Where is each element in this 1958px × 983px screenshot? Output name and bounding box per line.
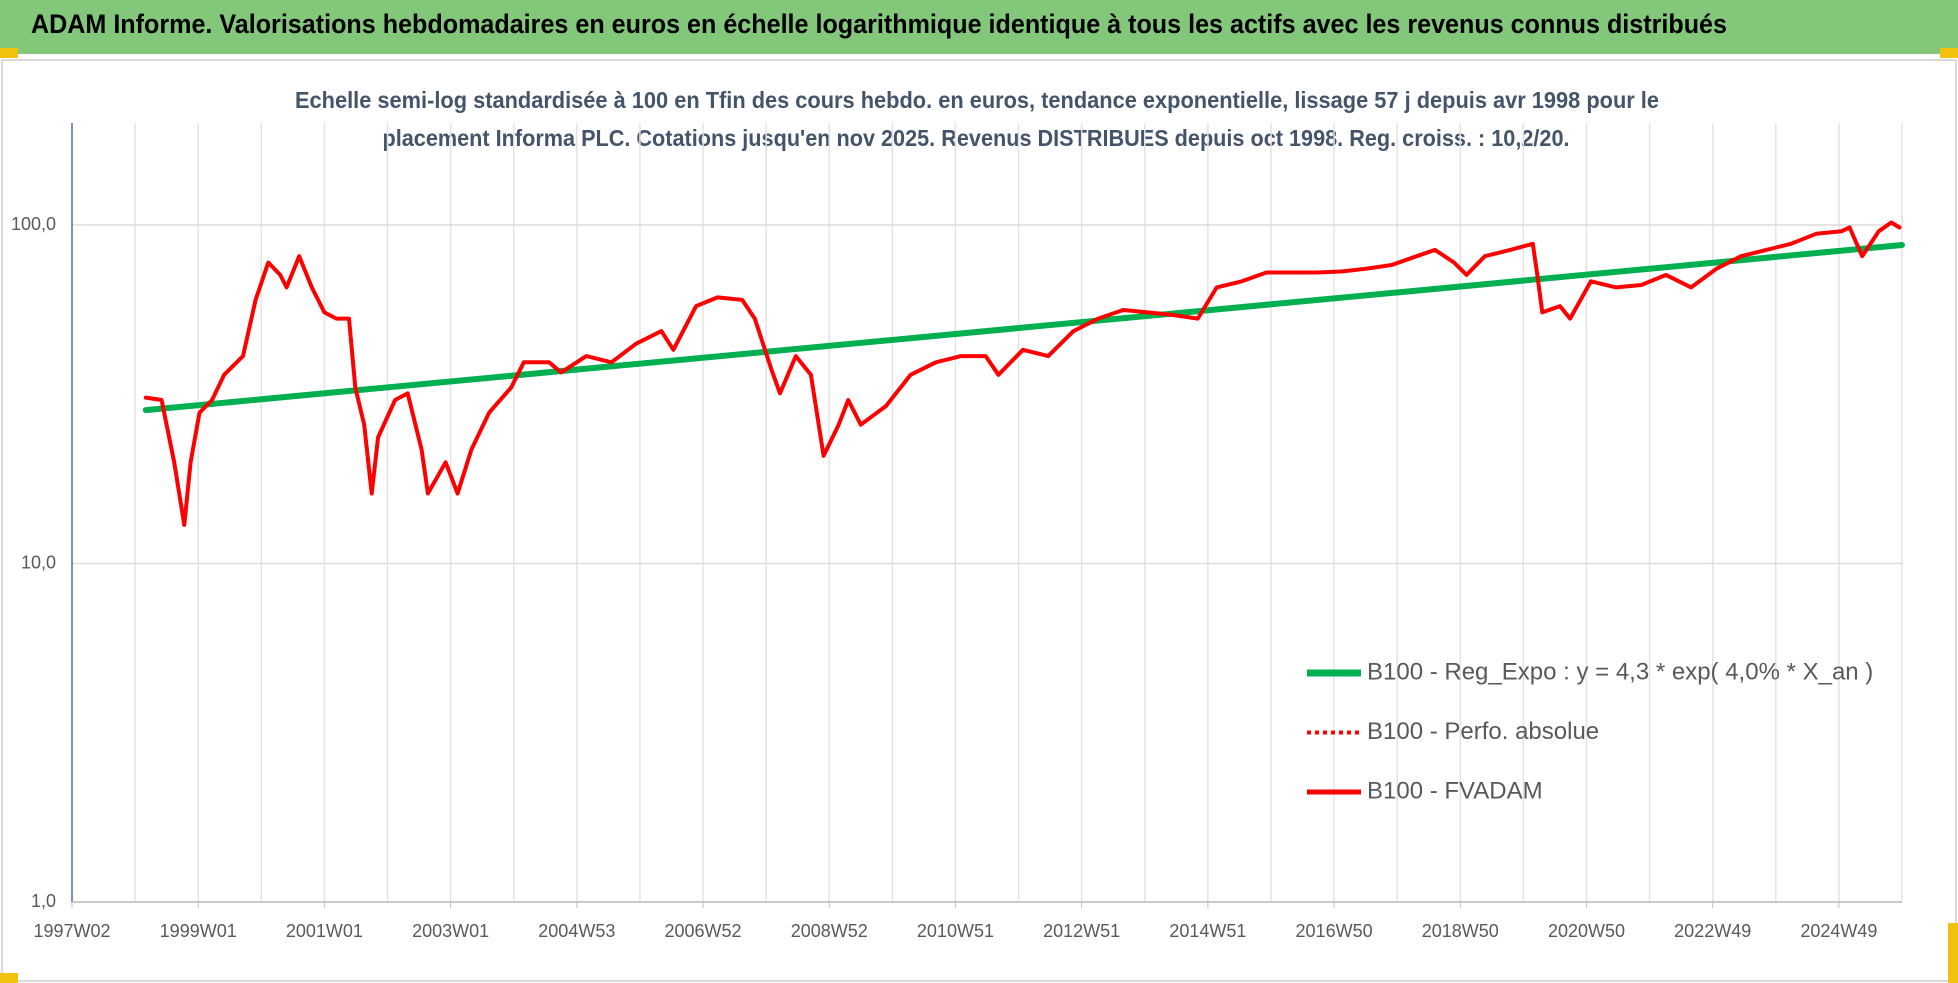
- x-tick-label: 2018W50: [1422, 921, 1499, 941]
- x-tick-label: 2001W01: [286, 921, 363, 941]
- y-tick-label: 10,0: [21, 552, 56, 572]
- x-tick-label: 1999W01: [160, 921, 237, 941]
- corner-marker: [1948, 923, 1958, 983]
- corner-marker: [0, 48, 18, 58]
- x-tick-label: 2024W49: [1800, 921, 1877, 941]
- x-tick-label: 2010W51: [917, 921, 994, 941]
- x-tick-label: 1997W02: [33, 921, 110, 941]
- legend-label: B100 - FVADAM: [1367, 777, 1543, 804]
- x-tick-label: 2020W50: [1548, 921, 1625, 941]
- x-tick-label: 2022W49: [1674, 921, 1751, 941]
- y-tick-label: 100,0: [11, 214, 56, 234]
- x-tick-label: 2006W52: [665, 921, 742, 941]
- corner-marker: [1940, 48, 1958, 58]
- series-line: [143, 220, 1902, 527]
- x-tick-label: 2004W53: [538, 921, 615, 941]
- y-tick-label: 1,0: [31, 891, 56, 911]
- x-tick-label: 2008W52: [791, 921, 868, 941]
- chart-title: placement Informa PLC. Cotations jusqu'e…: [383, 125, 1570, 151]
- corner-marker: [0, 973, 18, 983]
- x-tick-label: 2014W51: [1169, 921, 1246, 941]
- chart-title: Echelle semi-log standardisée à 100 en T…: [295, 87, 1659, 113]
- legend-label: B100 - Reg_Expo : y = 4,3 * exp( 4,0% * …: [1367, 658, 1873, 685]
- legend-label: B100 - Perfo. absolue: [1367, 718, 1599, 745]
- grid: [71, 123, 1903, 908]
- x-tick-label: 2012W51: [1043, 921, 1120, 941]
- plot: [142, 220, 1905, 527]
- chart-frame: [1, 59, 1957, 982]
- header-bar: [0, 0, 1958, 54]
- page-title: ADAM Informe. Valorisations hebdomadaire…: [31, 9, 1727, 39]
- x-tick-label: 2003W01: [412, 921, 489, 941]
- x-tick-label: 2016W50: [1296, 921, 1373, 941]
- series-line: [142, 242, 1905, 414]
